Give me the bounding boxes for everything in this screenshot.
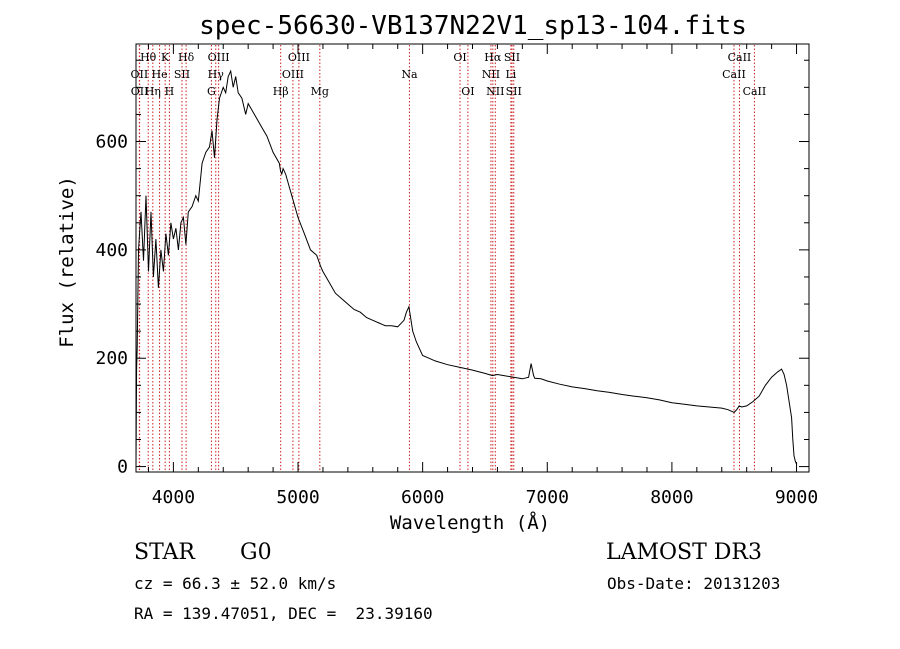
line-marker-label: Hγ — [208, 68, 225, 81]
line-marker-label: Hη — [145, 85, 161, 98]
redshift-text: cz = 66.3 ± 52.0 km/s — [134, 574, 337, 593]
y-tick-label: 600 — [95, 132, 128, 153]
line-marker-label: NII — [486, 85, 504, 98]
chart-title: spec-56630-VB137N22V1_sp13-104.fits — [199, 11, 747, 41]
x-tick-label: 4000 — [152, 487, 195, 508]
line-marker-label: Hθ — [140, 51, 157, 64]
line-markers — [138, 45, 755, 471]
survey-label: LAMOST DR3 — [606, 540, 762, 565]
line-marker-label: SII — [504, 51, 520, 64]
x-tick-label: 9000 — [775, 487, 818, 508]
line-marker-label: OI — [453, 51, 466, 64]
line-marker-label: SII — [174, 68, 190, 81]
line-marker-label: OI — [461, 85, 474, 98]
line-marker-label: Na — [401, 68, 418, 81]
line-marker-label: OIII — [208, 51, 230, 64]
y-axis-ticks: 0 200 400 600 — [95, 59, 809, 478]
y-tick-label: 200 — [95, 348, 128, 369]
line-marker-label: NII — [482, 68, 500, 81]
class-label: STAR — [134, 540, 195, 565]
y-tick-label: 400 — [95, 240, 128, 261]
line-marker-label: G — [207, 85, 216, 98]
x-tick-label: 7000 — [526, 487, 569, 508]
y-tick-label: 0 — [117, 457, 128, 478]
line-marker-label: He — [152, 68, 168, 81]
y-axis-label: Flux (relative) — [56, 176, 78, 348]
line-marker-label: Mg — [311, 85, 329, 98]
line-marker-label: OII — [131, 68, 149, 81]
line-marker-label: OIII — [282, 68, 304, 81]
line-marker-label: OII — [131, 85, 149, 98]
line-marker-label: SII — [506, 85, 522, 98]
x-axis-label: Wavelength (Å) — [390, 511, 550, 534]
line-marker-label: CaII — [722, 68, 746, 81]
line-marker-label: Hα — [484, 51, 502, 64]
spectrum-line — [135, 69, 797, 467]
line-marker-label: K — [161, 51, 170, 64]
line-marker-label: Hβ — [273, 85, 289, 98]
x-tick-label: 6000 — [401, 487, 444, 508]
obs-date-text: Obs-Date: 20131203 — [607, 574, 781, 593]
line-marker-label: H — [165, 85, 175, 98]
x-tick-label: 8000 — [650, 487, 693, 508]
line-marker-label: CaII — [743, 85, 767, 98]
line-marker-label: Li — [505, 68, 516, 81]
coordinates-text: RA = 139.47051, DEC = 23.39160 — [134, 604, 433, 623]
x-axis-ticks: 4000 5000 6000 7000 8000 9000 — [147, 44, 818, 508]
subclass-label: G0 — [240, 540, 272, 565]
line-marker-label: CaII — [728, 51, 752, 64]
line-marker-label: OIII — [288, 51, 310, 64]
line-marker-label: Hδ — [178, 51, 195, 64]
plot-frame — [135, 43, 810, 473]
x-tick-label: 5000 — [276, 487, 319, 508]
